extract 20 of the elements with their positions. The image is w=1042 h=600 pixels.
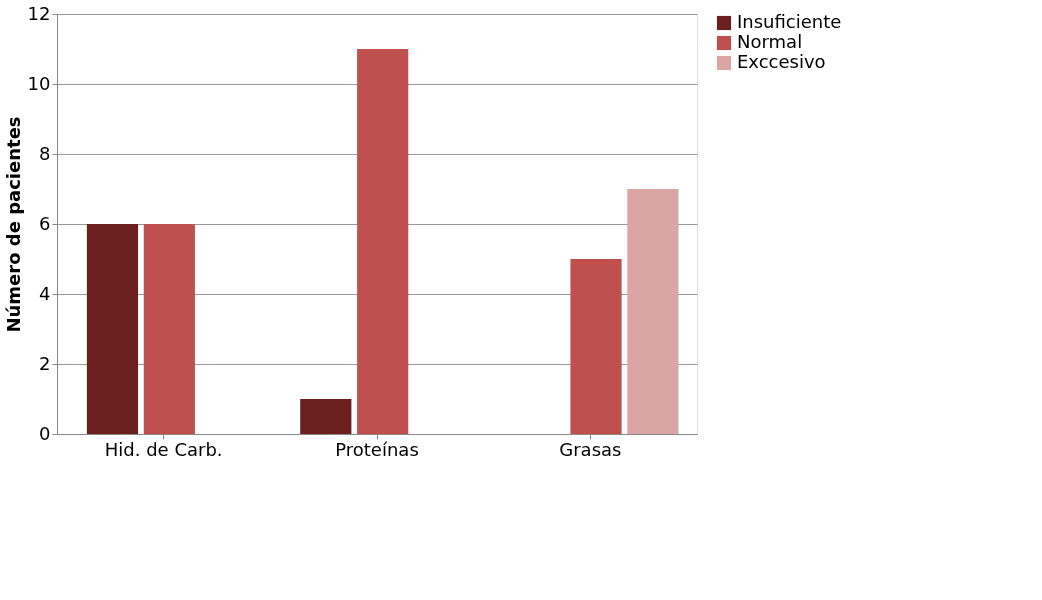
x-tick-label: Grasas xyxy=(559,438,622,460)
x-tick-label: Proteínas xyxy=(335,438,419,460)
y-tick-label: 6 xyxy=(39,212,51,234)
bar xyxy=(86,224,139,434)
bar xyxy=(357,49,409,434)
y-tick-label: 8 xyxy=(39,142,51,164)
bar xyxy=(627,189,679,434)
legend-label: Normal xyxy=(737,31,803,52)
y-tick-label: 0 xyxy=(39,422,51,444)
bar xyxy=(300,399,352,434)
y-tick-label: 2 xyxy=(39,352,51,374)
bar xyxy=(570,259,622,434)
y-tick-label: 4 xyxy=(39,282,51,304)
x-tick-label: Hid. de Carb. xyxy=(104,438,223,460)
legend-label: Insuficiente xyxy=(737,11,842,32)
y-axis-title: Número de pacientes xyxy=(2,116,24,333)
legend-label: Exccesivo xyxy=(737,51,826,72)
bar xyxy=(143,224,195,434)
y-tick-label: 12 xyxy=(27,2,51,24)
y-tick-label: 10 xyxy=(27,72,51,94)
